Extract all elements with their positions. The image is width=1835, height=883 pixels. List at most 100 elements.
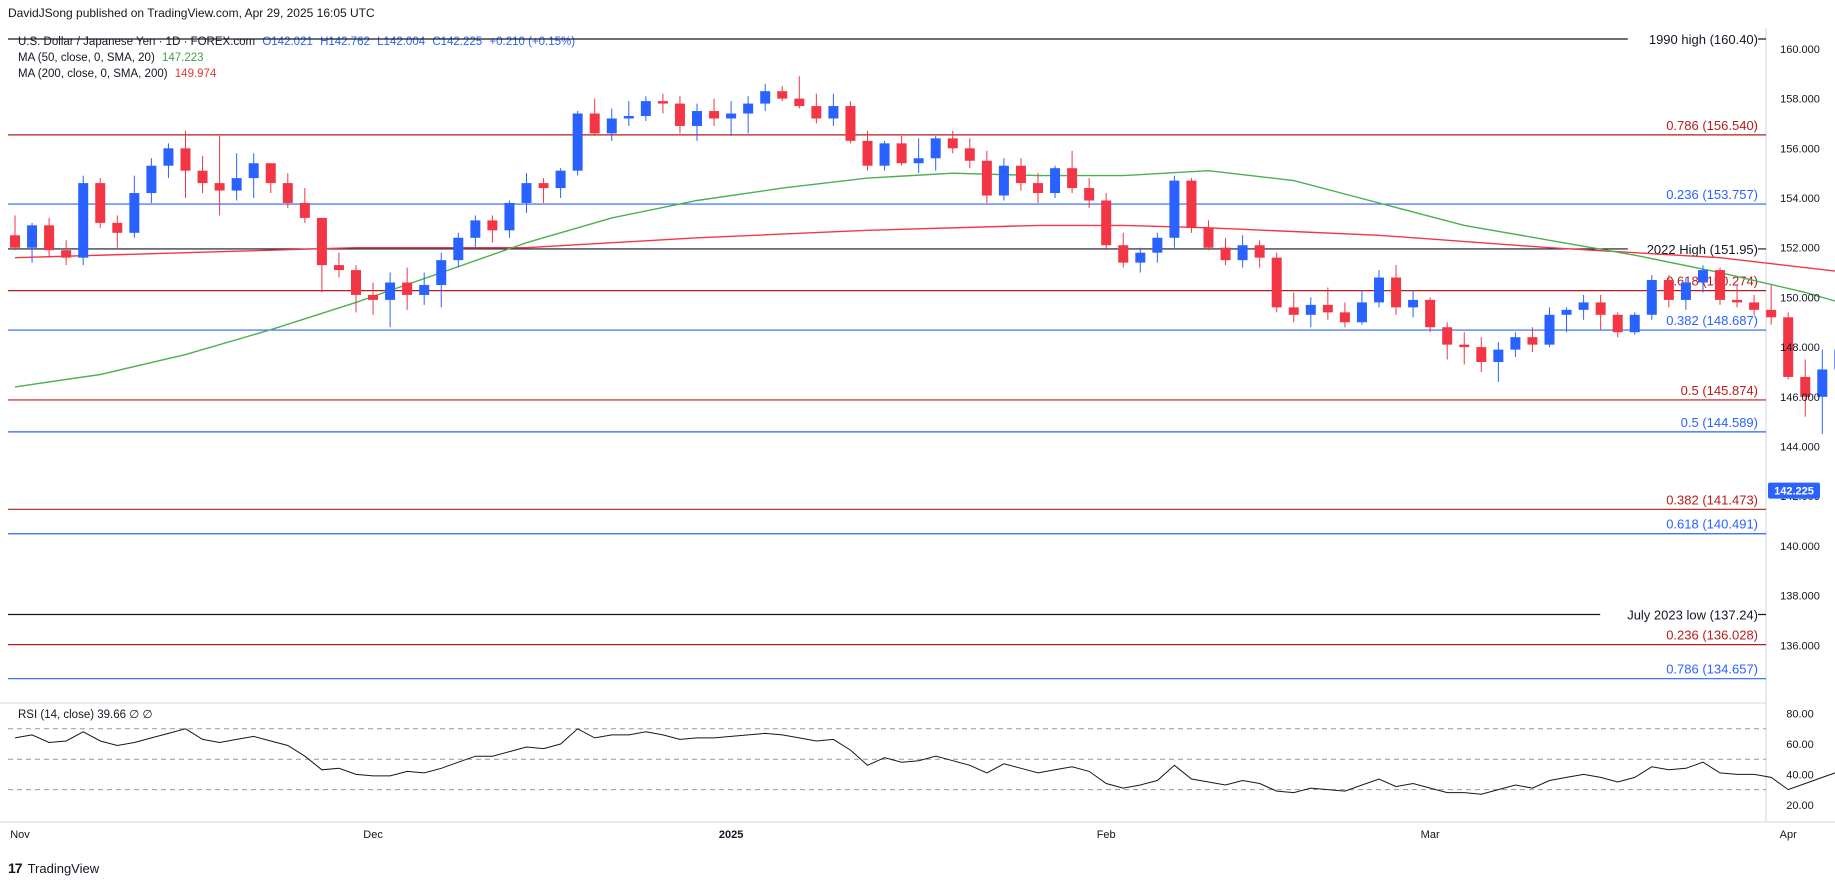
candle	[146, 158, 157, 203]
level-label: 0.786 (134.657)	[1666, 662, 1758, 677]
candle	[1715, 267, 1725, 305]
candle-body	[657, 101, 668, 104]
candle	[1254, 240, 1265, 268]
price-tick-label: 160.000	[1780, 44, 1820, 56]
candle-body	[1067, 168, 1078, 189]
level-label-bg	[1600, 606, 1758, 623]
level-label: 0.382 (141.473)	[1666, 492, 1758, 507]
candle	[419, 272, 430, 305]
candle-body	[981, 160, 992, 196]
candle	[572, 111, 583, 176]
candle	[1169, 175, 1180, 248]
candle-body	[163, 148, 174, 166]
candle	[1425, 297, 1436, 333]
level-label: 0.618 (140.491)	[1666, 517, 1758, 532]
candle-body	[470, 220, 481, 238]
candle-body	[1220, 247, 1231, 261]
candle-body	[1783, 317, 1794, 377]
candle	[163, 143, 174, 179]
candle-body	[930, 138, 941, 159]
candle	[27, 222, 38, 263]
candle	[1646, 275, 1657, 320]
level-label: 0.236 (153.757)	[1666, 187, 1758, 202]
candle-body	[1544, 314, 1555, 345]
candle	[1578, 294, 1589, 320]
candle-body	[265, 163, 276, 184]
candle	[1817, 349, 1828, 435]
candle-body	[385, 282, 396, 300]
candle-body	[1254, 245, 1265, 258]
time-tick-label: Apr	[1780, 829, 1797, 841]
candle-body	[896, 143, 907, 164]
ma50-label[interactable]: MA (50, close, 0, SMA, 20)	[18, 52, 155, 64]
candle	[197, 155, 208, 194]
candle	[998, 158, 1009, 201]
candle-body	[1305, 304, 1316, 315]
candle	[657, 93, 668, 114]
candle-body	[913, 158, 924, 164]
candle-body	[248, 163, 259, 179]
candle-body	[726, 113, 737, 119]
candle-body	[1578, 302, 1589, 310]
candle-body	[10, 235, 20, 248]
price-tick-label: 154.000	[1780, 193, 1820, 205]
rsi-extra: ∅ ∅	[129, 709, 153, 721]
tradingview-brand[interactable]: TradingView	[27, 860, 100, 876]
candle-body	[112, 222, 123, 233]
candle-body	[811, 106, 822, 119]
candle-body	[1356, 302, 1367, 323]
candle	[947, 130, 958, 154]
candle	[1783, 312, 1794, 380]
footer: 17 TradingView	[8, 860, 99, 876]
candle-body	[180, 148, 191, 171]
candle	[981, 150, 992, 203]
ma200-line	[14, 224, 1835, 272]
candle-body	[1612, 314, 1623, 333]
candle	[555, 168, 566, 199]
candle-body	[1442, 327, 1453, 345]
tradingview-logo[interactable]: 17	[8, 860, 23, 876]
candle-body	[333, 265, 344, 271]
rsi-label[interactable]: RSI (14, close)	[18, 709, 95, 721]
candle	[1067, 150, 1078, 194]
candle-body	[1510, 337, 1521, 350]
candle	[794, 76, 805, 109]
ma200-row: MA (200, close, 0, SMA, 200) 149.974	[18, 66, 579, 82]
candle	[368, 282, 379, 315]
candle	[231, 153, 242, 201]
candle-body	[1697, 270, 1708, 283]
candle-body	[1237, 245, 1248, 261]
candle-body	[1459, 344, 1470, 348]
last-price-label: 142.225	[1774, 486, 1814, 498]
level-label: 0.5 (144.589)	[1681, 415, 1758, 430]
candle	[78, 175, 89, 266]
candle-body	[282, 183, 293, 203]
candle	[777, 86, 788, 102]
candle-body	[1288, 307, 1299, 315]
time-tick-label: Nov	[10, 829, 30, 841]
candle	[112, 215, 123, 248]
ma200-value: 149.974	[174, 68, 217, 80]
ma200-label[interactable]: MA (200, close, 0, SMA, 200)	[18, 68, 168, 80]
candle-body	[1374, 277, 1384, 303]
candle	[692, 103, 702, 141]
candle-body	[777, 91, 788, 99]
candle-body	[453, 237, 464, 261]
rsi-value: 39.66	[97, 709, 127, 721]
candle	[1288, 292, 1299, 323]
candle	[1050, 165, 1061, 199]
price-tick-label: 156.000	[1780, 143, 1820, 155]
candle	[180, 130, 191, 199]
level-label: 0.618 (150.274)	[1666, 274, 1758, 289]
candle-body	[436, 260, 447, 285]
candle-body	[1425, 299, 1436, 328]
candle	[1493, 342, 1504, 382]
candle-body	[1169, 180, 1180, 238]
candle-body	[1646, 280, 1657, 315]
candle-body	[998, 165, 1009, 196]
price-tick-label: 158.000	[1780, 94, 1820, 106]
level-label: 2022 High (151.95)	[1647, 242, 1758, 257]
candle-body	[709, 111, 720, 119]
candle	[129, 175, 140, 238]
